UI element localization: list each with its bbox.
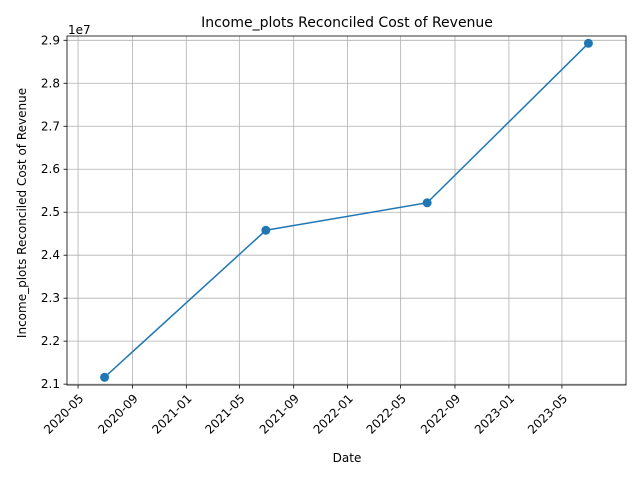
y-tick-label: 2.9 (41, 33, 60, 47)
x-axis-label: Date (333, 451, 362, 465)
series-line (104, 42, 589, 378)
y-axis-label: Income_plots Reconciled Cost of Revenue (15, 88, 29, 338)
x-tick-label: 2022-09 (418, 391, 463, 436)
ticks-layer: 2020-05 2020-09 2021-01 2021-05 2021-09 2022-… (41, 33, 570, 436)
plot-area-frame (66, 35, 627, 386)
y-tick-label: 2.1 (41, 377, 60, 391)
x-tick-label: 2020-09 (95, 391, 140, 436)
axes-layer (66, 35, 627, 386)
y-tick-label: 2.3 (41, 291, 60, 305)
x-tick-label: 2020-05 (41, 391, 86, 436)
x-tick-label: 2023-01 (472, 391, 517, 436)
x-tick-label: 2021-01 (149, 391, 194, 436)
x-tick-label: 2023-05 (525, 391, 570, 436)
series-layer (100, 38, 593, 382)
x-tick-label: 2021-05 (202, 391, 247, 436)
x-tick-label: 2021-09 (257, 391, 302, 436)
y-tick-label: 2.7 (41, 119, 60, 133)
data-point-marker (583, 38, 593, 48)
data-point-marker (422, 198, 432, 208)
data-point-marker (100, 372, 110, 382)
x-tick-label: 2022-01 (311, 391, 356, 436)
y-axis-offset-label: 1e7 (68, 23, 91, 37)
y-tick-label: 2.6 (41, 162, 60, 176)
y-tick-label: 2.8 (41, 76, 60, 90)
y-tick-label: 2.5 (41, 205, 60, 219)
y-tick-label: 2.2 (41, 334, 60, 348)
data-point-marker (261, 225, 271, 235)
y-tick-label: 2.4 (41, 248, 60, 262)
x-tick-label: 2022-05 (364, 391, 409, 436)
grid-layer (67, 36, 626, 385)
chart-title: Income_plots Reconciled Cost of Revenue (201, 15, 493, 31)
